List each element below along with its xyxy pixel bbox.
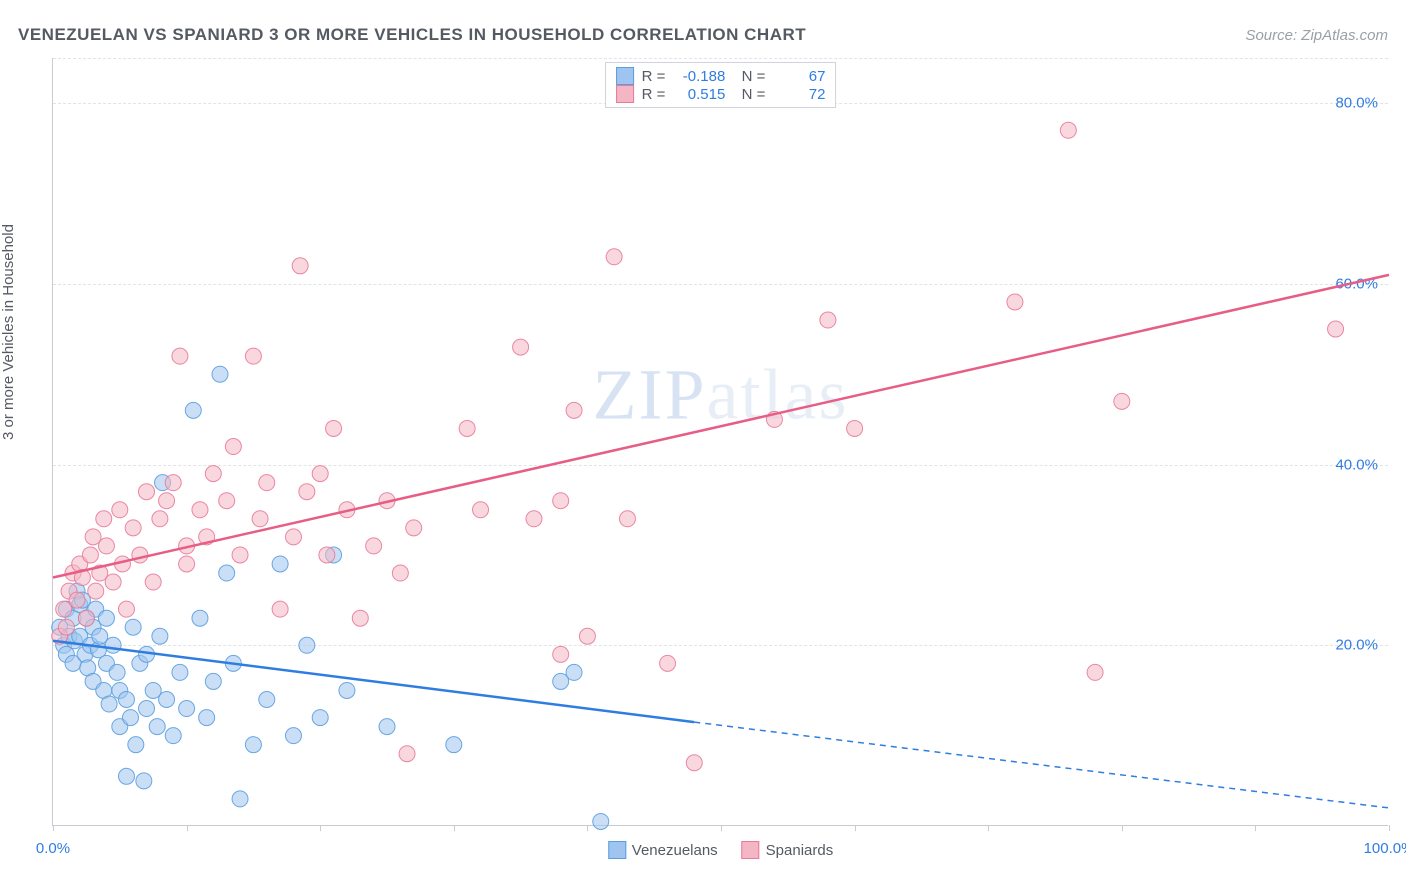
r-label: R = [642,68,666,85]
swatch-venezuelans-b [608,841,626,859]
r-label: R = [642,86,666,103]
chart-title: VENEZUELAN VS SPANIARD 3 OR MORE VEHICLE… [18,25,806,45]
swatch-venezuelans [616,67,634,85]
n-value-1: 67 [773,68,825,85]
chart-svg [53,58,1388,825]
chart-container: VENEZUELAN VS SPANIARD 3 OR MORE VEHICLE… [0,0,1406,892]
legend-stats-row-2: R = 0.515 N = 72 [616,85,826,103]
swatch-spaniards [616,85,634,103]
r-value-2: 0.515 [673,86,725,103]
legend-stats: R = -0.188 N = 67 R = 0.515 N = 72 [605,62,837,108]
r-value-1: -0.188 [673,68,725,85]
n-label: N = [733,86,765,103]
legend-label-2: Spaniards [766,842,834,859]
legend-label-1: Venezuelans [632,842,718,859]
n-value-2: 72 [773,86,825,103]
title-bar: VENEZUELAN VS SPANIARD 3 OR MORE VEHICLE… [18,20,1388,50]
legend-stats-row-1: R = -0.188 N = 67 [616,67,826,85]
n-label: N = [733,68,765,85]
swatch-spaniards-b [742,841,760,859]
x-tick-label: 100.0% [1364,840,1406,857]
legend-bottom: Venezuelans Spaniards [608,841,833,859]
legend-item-venezuelans: Venezuelans [608,841,718,859]
y-axis-label: 3 or more Vehicles in Household [0,224,17,440]
x-tick-label: 0.0% [36,840,70,857]
plot-area: ZIPatlas 20.0%40.0%60.0%80.0% 0.0%100.0%… [52,58,1388,826]
source-label: Source: ZipAtlas.com [1245,27,1388,44]
legend-item-spaniards: Spaniards [742,841,834,859]
